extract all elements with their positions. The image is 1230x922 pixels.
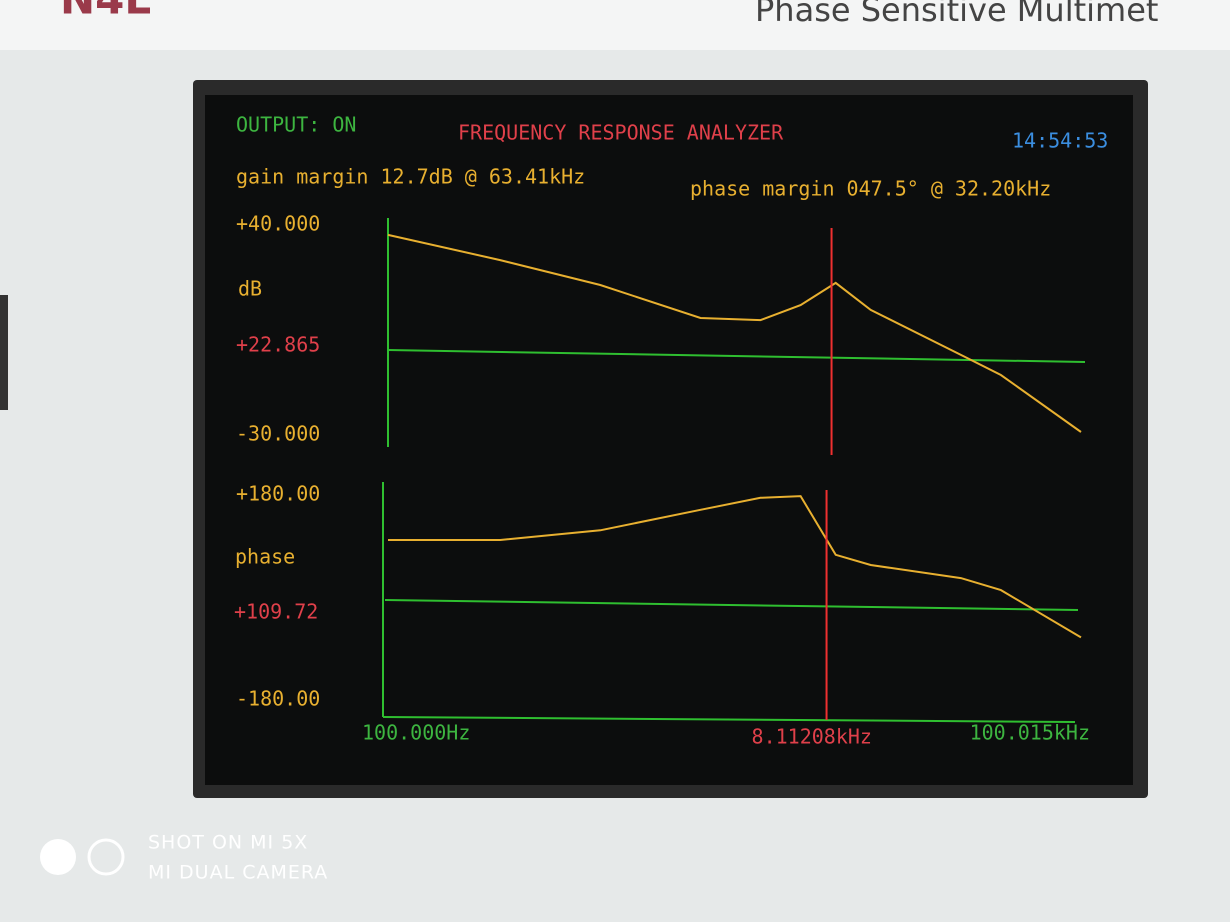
y-tick-label: +180.00 — [236, 482, 320, 506]
watermark: MI DUAL CAMERA — [148, 862, 328, 884]
gain-margin: gain margin 12.7dB @ 63.41kHz — [236, 165, 585, 189]
x-tick-label: 100.015kHz — [970, 721, 1090, 745]
y-axis-label: phase — [235, 545, 295, 569]
output-status: OUTPUT: ON — [236, 113, 356, 137]
camera-icon — [87, 838, 125, 876]
phase-margin: phase margin 047.5° @ 32.20kHz — [690, 177, 1051, 201]
product-name: Phase Sensitive Multimet — [755, 0, 1158, 29]
x-tick-label: 100.000Hz — [362, 721, 470, 745]
y-tick-label: +40.000 — [236, 212, 320, 236]
marker-label: 8.11208kHz — [752, 725, 872, 749]
logo: N4L — [60, 0, 151, 24]
curve — [387, 233, 1082, 433]
curve — [388, 495, 1082, 639]
y-axis-label: dB — [238, 277, 262, 301]
cursor-readout: +22.865 — [236, 333, 320, 357]
watermark: SHOT ON MI 5X — [148, 832, 308, 854]
cursor-readout: +109.72 — [234, 600, 318, 624]
device-top — [0, 0, 1230, 50]
reference-line — [384, 599, 1079, 611]
y-tick-label: -180.00 — [236, 687, 320, 711]
x-axis — [382, 716, 1076, 723]
y-tick-label: -30.000 — [236, 422, 320, 446]
clock: 14:54:53 — [1012, 129, 1108, 153]
mode-title: FREQUENCY RESPONSE ANALYZER — [458, 121, 784, 145]
camera-icon — [40, 839, 76, 875]
screen — [205, 95, 1133, 785]
connector — [0, 295, 8, 410]
